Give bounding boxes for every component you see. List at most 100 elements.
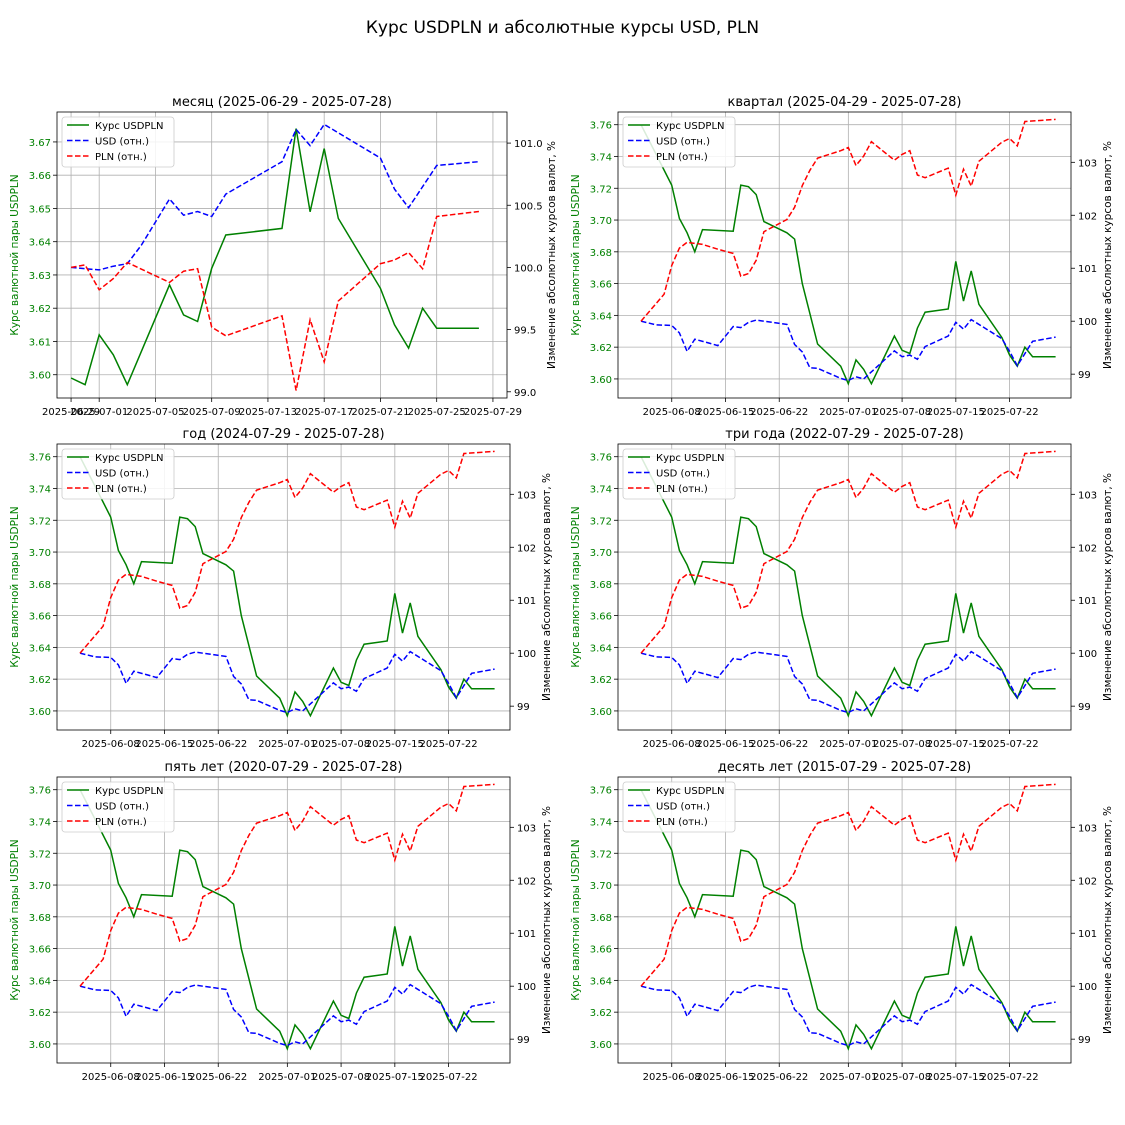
plot-frame xyxy=(617,776,1072,1064)
y-right-tick-label: 100 xyxy=(517,982,536,993)
y-right-tick-label: 99 xyxy=(1078,370,1091,381)
x-tick-label: 2025-07-15 xyxy=(366,1072,424,1083)
legend-label: Курс USDPLN xyxy=(656,786,725,797)
x-tick-label: 2025-06-22 xyxy=(750,739,808,750)
y-left-tick-label: 3.63 xyxy=(29,271,51,282)
y-right-tick-label: 102 xyxy=(1078,543,1097,554)
legend: Курс USDPLN USD (отн.) PLN (отн.) xyxy=(61,448,175,500)
x-tick-label: 2025-07-15 xyxy=(927,739,985,750)
legend: Курс USDPLN USD (отн.) PLN (отн.) xyxy=(622,116,736,168)
y-left-tick-label: 3.64 xyxy=(29,238,51,249)
subplot-title: пять лет (2020-07-29 - 2025-07-28) xyxy=(165,760,403,775)
subplot-title: год (2024-07-29 - 2025-07-28) xyxy=(182,427,384,442)
legend-box xyxy=(622,448,736,500)
subplot-5: пять лет (2020-07-29 - 2025-07-28) 2025-0… xyxy=(9,760,553,1083)
legend-box xyxy=(61,116,175,168)
y-left-tick-label: 3.66 xyxy=(590,612,612,623)
y-left-tick-label: 3.60 xyxy=(29,707,51,718)
x-tick-label: 2025-06-22 xyxy=(750,407,808,418)
y-right-axis-label: Изменение абсолютных курсов валют, % xyxy=(546,141,558,369)
subplot-4: три года (2022-07-29 - 2025-07-28) 2025-0… xyxy=(570,427,1114,750)
y-right-tick-label: 99.0 xyxy=(514,388,536,399)
plot-frame xyxy=(617,443,1072,731)
y-right-axis-label: Изменение абсолютных курсов валют, % xyxy=(541,806,553,1034)
y-right-tick-label: 99.5 xyxy=(514,326,536,337)
legend-label: USD (отн.) xyxy=(656,469,710,480)
legend-label: PLN (отн.) xyxy=(656,484,708,495)
legend-label: USD (отн.) xyxy=(656,137,710,148)
legend: Курс USDPLN USD (отн.) PLN (отн.) xyxy=(61,781,175,833)
y-left-tick-label: 3.76 xyxy=(590,453,612,464)
y-right-tick-label: 99 xyxy=(1078,702,1091,713)
y-left-tick-label: 3.66 xyxy=(590,945,612,956)
series-line-pln xyxy=(79,783,495,987)
series-line-usdpln xyxy=(79,456,495,718)
y-left-tick-label: 3.61 xyxy=(29,337,51,348)
y-right-tick-label: 101 xyxy=(1078,929,1097,940)
x-tick-label: 2025-07-05 xyxy=(126,407,184,418)
series-line-usdpln xyxy=(640,124,1056,386)
x-tick-label: 2025-06-15 xyxy=(696,407,754,418)
y-right-tick-label: 102 xyxy=(517,543,536,554)
legend: Курс USDPLN USD (отн.) PLN (отн.) xyxy=(622,781,736,833)
legend-label: PLN (отн.) xyxy=(656,817,708,828)
y-left-axis-label: Курс валютной пары USDPLN xyxy=(9,174,21,335)
series-line-pln xyxy=(640,118,1056,322)
y-right-tick-label: 102 xyxy=(517,876,536,887)
x-tick-label: 2025-06-15 xyxy=(696,1072,754,1083)
y-left-tick-label: 3.62 xyxy=(590,1008,612,1019)
plot-frame xyxy=(617,111,1072,399)
y-left-tick-label: 3.74 xyxy=(590,152,612,163)
y-left-tick-label: 3.72 xyxy=(590,516,612,527)
series-line-usd xyxy=(640,983,1056,1047)
y-left-tick-label: 3.64 xyxy=(29,643,51,654)
y-left-tick-label: 3.68 xyxy=(590,913,612,924)
y-right-tick-label: 100 xyxy=(1078,317,1097,328)
x-tick-label: 2025-07-01 xyxy=(70,407,128,418)
y-left-tick-label: 3.64 xyxy=(29,976,51,987)
series-line-usdpln xyxy=(70,128,479,387)
y-left-tick-label: 3.74 xyxy=(29,817,51,828)
y-left-tick-label: 3.70 xyxy=(29,548,51,559)
y-left-tick-label: 3.66 xyxy=(29,612,51,623)
y-right-tick-label: 101 xyxy=(517,596,536,607)
subplot-2: квартал (2025-04-29 - 2025-07-28) 2025-06… xyxy=(570,95,1114,418)
y-right-tick-label: 101 xyxy=(517,929,536,940)
x-tick-label: 2025-07-17 xyxy=(295,407,353,418)
series-line-usdpln xyxy=(640,456,1056,718)
y-left-tick-label: 3.76 xyxy=(590,786,612,797)
y-left-tick-label: 3.74 xyxy=(590,817,612,828)
y-left-tick-label: 3.70 xyxy=(590,216,612,227)
y-left-tick-label: 3.72 xyxy=(590,184,612,195)
subplot-title: квартал (2025-04-29 - 2025-07-28) xyxy=(728,95,962,110)
x-tick-label: 2025-07-15 xyxy=(366,739,424,750)
x-tick-label: 2025-07-15 xyxy=(927,1072,985,1083)
y-right-tick-label: 100 xyxy=(517,649,536,660)
x-tick-label: 2025-07-22 xyxy=(981,1072,1039,1083)
y-left-tick-label: 3.60 xyxy=(590,1040,612,1051)
y-left-tick-label: 3.66 xyxy=(590,280,612,291)
y-left-tick-label: 3.70 xyxy=(590,548,612,559)
y-left-tick-label: 3.72 xyxy=(29,516,51,527)
y-left-tick-label: 3.70 xyxy=(590,881,612,892)
legend-label: USD (отн.) xyxy=(95,469,149,480)
y-right-axis-label: Изменение абсолютных курсов валют, % xyxy=(1102,473,1114,701)
legend-box xyxy=(61,781,175,833)
x-tick-label: 2025-06-15 xyxy=(135,1072,193,1083)
y-left-tick-label: 3.62 xyxy=(590,343,612,354)
series-line-pln xyxy=(70,210,479,391)
y-left-tick-label: 3.72 xyxy=(29,849,51,860)
y-left-axis-label: Курс валютной пары USDPLN xyxy=(9,839,21,1000)
y-left-tick-label: 3.66 xyxy=(29,945,51,956)
subplot-1: месяц (2025-06-29 - 2025-07-28) 2025-06-2… xyxy=(9,95,558,418)
x-tick-label: 2025-07-22 xyxy=(981,739,1039,750)
legend-label: USD (отн.) xyxy=(656,802,710,813)
legend-label: Курс USDPLN xyxy=(656,121,725,132)
y-left-tick-label: 3.76 xyxy=(29,453,51,464)
series-line-usd xyxy=(79,650,495,714)
y-left-tick-label: 3.67 xyxy=(29,138,51,149)
y-left-tick-label: 3.62 xyxy=(29,1008,51,1019)
figure-title: Курс USDPLN и абсолютные курсы USD, PLN xyxy=(365,18,760,38)
x-tick-label: 2025-06-08 xyxy=(643,1072,701,1083)
x-tick-label: 2025-06-08 xyxy=(643,407,701,418)
